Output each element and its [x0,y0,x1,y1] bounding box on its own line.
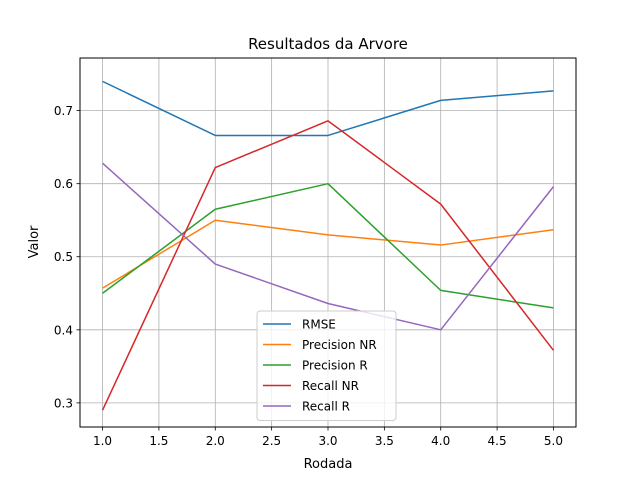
legend-label: Precision R [302,359,368,373]
legend-label: Recall NR [302,379,359,393]
x-tick-label: 3.5 [375,434,394,448]
x-tick-label: 1.0 [93,434,112,448]
x-tick-label: 5.0 [544,434,563,448]
y-tick-label: 0.7 [54,104,73,118]
y-axis: 0.3 0.4 0.5 0.6 0.7 [54,104,80,410]
x-tick-label: 4.0 [431,434,450,448]
x-tick-label: 3.0 [318,434,337,448]
x-tick-label: 4.5 [488,434,507,448]
x-tick-label: 2.0 [206,434,225,448]
legend-label: Precision NR [302,338,377,352]
y-tick-label: 0.3 [54,396,73,410]
x-axis-label: Rodada [304,457,353,472]
series-line-precision-nr [102,219,554,289]
series-line-recall-nr [101,120,555,411]
series-line-recall-r [102,162,555,331]
series-lines [101,80,555,411]
chart-title: Resultados da Arvore [248,35,408,53]
y-axis-label: Valor [27,225,42,258]
legend-box [256,310,397,421]
legend: RMSE Precision NR Precision R Recall NR Reca… [256,310,397,421]
y-tick-label: 0.5 [54,250,73,264]
series-line-precision-r [102,182,554,309]
x-axis: 1.0 1.5 2.0 2.5 3.0 3.5 4.0 4.5 5.0 [93,427,563,448]
y-tick-label: 0.6 [54,177,73,191]
legend-label: Recall R [302,400,350,414]
legend-label: RMSE [302,318,336,332]
series-line-rmse [102,80,554,137]
x-tick-label: 1.5 [149,434,168,448]
y-tick-label: 0.4 [54,323,73,337]
x-tick-label: 2.5 [262,434,281,448]
